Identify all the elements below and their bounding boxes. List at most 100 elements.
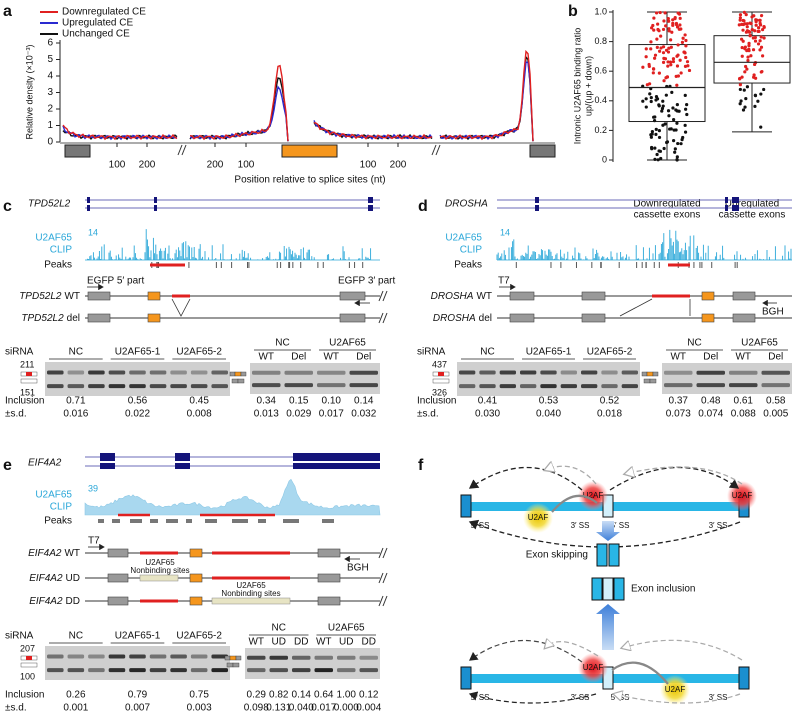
size-label: 207 <box>20 643 35 653</box>
sd-value: 0.000 <box>334 703 359 712</box>
data-point <box>664 93 668 97</box>
gel-band <box>601 370 618 375</box>
exon-box <box>107 548 129 558</box>
icon-exon <box>234 371 242 377</box>
x-tick-label: 200 <box>139 160 156 171</box>
y-tick-label: 5 <box>47 54 53 65</box>
legend-label: Unchanged CE <box>62 29 130 40</box>
exon-box <box>509 291 535 301</box>
data-point <box>744 97 748 101</box>
gel-band <box>129 654 146 659</box>
icon-exon <box>652 371 659 377</box>
data-point <box>683 130 688 134</box>
clip-scale: 39 <box>88 483 98 493</box>
panel-letter: b <box>568 3 578 20</box>
clip-label: CLIP <box>460 245 483 256</box>
gel-band <box>108 384 126 389</box>
exon <box>100 453 115 461</box>
data-point <box>667 46 671 50</box>
icon-exon <box>237 378 245 384</box>
data-point <box>677 27 681 31</box>
category-label: Downregulated <box>633 199 700 210</box>
sd-value: 0.040 <box>289 703 314 712</box>
box <box>713 35 791 84</box>
gel-band <box>520 384 537 389</box>
data-point <box>743 105 747 109</box>
data-point <box>759 45 764 49</box>
gel-band <box>47 668 64 673</box>
icon-exon <box>226 662 234 668</box>
data-point <box>745 25 749 29</box>
category-label: Upregulated <box>725 199 779 210</box>
exon <box>725 197 728 203</box>
x-tick-label: 200 <box>207 160 224 171</box>
y-tick-label: 0.4 <box>594 95 607 105</box>
group-label: U2AF65-1 <box>115 347 161 358</box>
icon-exon <box>438 372 444 376</box>
construct-suffix: WT <box>64 548 80 559</box>
data-point <box>645 83 649 87</box>
data-point <box>757 29 761 33</box>
data-point <box>685 112 689 117</box>
data-point <box>754 23 758 27</box>
exon <box>293 463 380 469</box>
exon <box>100 463 115 469</box>
gel-band <box>47 370 64 375</box>
arc-arrow <box>609 466 740 491</box>
gel-band <box>67 384 85 389</box>
icon-exon <box>229 371 236 377</box>
gel-band <box>729 370 758 375</box>
exon-box <box>732 291 756 301</box>
sd-value: 0.013 <box>254 409 279 420</box>
data-point <box>669 38 673 42</box>
data-point <box>666 109 671 113</box>
data-point <box>761 28 765 32</box>
data-point <box>652 28 656 32</box>
row-label: Inclusion <box>5 396 44 407</box>
gel-band <box>621 384 638 389</box>
data-point <box>663 11 667 15</box>
data-point <box>742 10 746 14</box>
data-point <box>672 118 676 122</box>
data-point <box>668 60 673 64</box>
data-point <box>754 18 758 22</box>
data-point <box>749 21 753 26</box>
gel-band <box>499 370 516 375</box>
exon-box <box>339 291 366 301</box>
y-tick-label: 0 <box>47 137 53 148</box>
row-label: siRNA <box>417 347 446 358</box>
u2af-glow-red <box>578 481 608 511</box>
exon <box>368 205 373 211</box>
data-point <box>756 42 761 46</box>
clip-signal <box>86 229 372 260</box>
arc-arrow <box>545 642 599 657</box>
data-point <box>651 67 656 71</box>
gel <box>662 363 792 394</box>
exon-box <box>460 494 472 518</box>
exon-box <box>608 543 620 567</box>
data-point <box>653 53 658 57</box>
clip-label: CLIP <box>50 502 73 513</box>
gel-band <box>540 370 557 375</box>
row-label: siRNA <box>5 347 34 358</box>
gel-band <box>149 384 167 389</box>
exon-box <box>87 291 111 301</box>
gel-band <box>664 383 693 388</box>
exon-box <box>509 313 535 323</box>
peak-box <box>98 519 104 523</box>
gel-band <box>292 668 311 673</box>
exon <box>154 205 157 211</box>
data-point <box>671 59 676 64</box>
sd-value: 0.017 <box>311 703 336 712</box>
site-label: 3′ SS <box>571 521 590 530</box>
primer-label: BGH <box>762 307 784 318</box>
data-point <box>661 99 665 103</box>
sd-value: 0.005 <box>763 409 788 420</box>
data-point <box>644 47 648 51</box>
data-point <box>681 36 685 40</box>
data-point <box>654 127 658 131</box>
icon-exon <box>231 378 239 384</box>
gel-band <box>108 370 126 375</box>
group-label: U2AF65 <box>328 623 365 634</box>
density-curve <box>439 49 534 142</box>
